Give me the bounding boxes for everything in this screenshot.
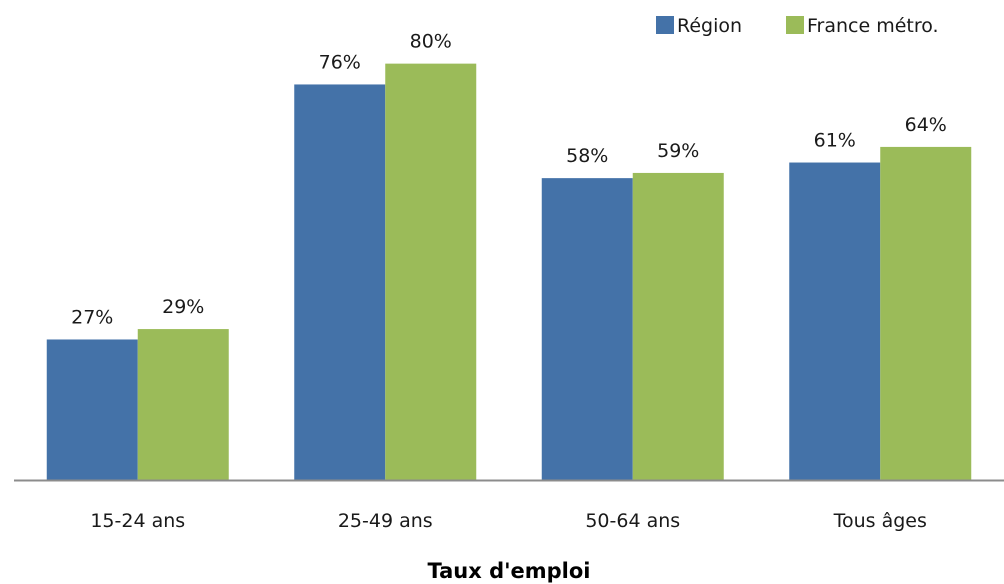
- legend-label-region: Région: [677, 15, 742, 37]
- data-labels-layer: 27% 29% 76% 80% 58% 59% 61% 64%: [71, 31, 947, 329]
- bar-france-0: [137, 329, 229, 480]
- data-label-region-1: 76%: [319, 51, 361, 73]
- x-tick-label-2: 50-64 ans: [585, 510, 680, 532]
- bar-region-2: [541, 178, 633, 481]
- bar-region-1: [294, 84, 386, 481]
- data-label-region-0: 27%: [71, 306, 113, 328]
- x-tick-label-0: 15-24 ans: [90, 510, 185, 532]
- data-label-france-1: 80%: [410, 31, 452, 53]
- data-label-france-2: 59%: [657, 140, 699, 162]
- bars-layer: [46, 63, 972, 481]
- bar-france-3: [880, 146, 972, 480]
- x-tick-label-1: 25-49 ans: [338, 510, 433, 532]
- x-tick-label-3: Tous âges: [833, 510, 927, 532]
- data-label-france-0: 29%: [162, 296, 204, 318]
- legend-swatch-region: [656, 16, 674, 34]
- legend-label-france: France métro.: [807, 15, 939, 37]
- data-label-region-3: 61%: [814, 130, 856, 152]
- legend-swatch-france: [786, 16, 804, 34]
- bar-france-2: [632, 172, 724, 480]
- x-axis-title: Taux d'emploi: [427, 559, 590, 583]
- data-label-france-3: 64%: [905, 114, 947, 136]
- legend: Région France métro.: [656, 15, 939, 37]
- x-tick-labels-layer: 15-24 ans 25-49 ans 50-64 ans Tous âges: [90, 510, 927, 532]
- bar-region-0: [46, 339, 138, 480]
- bar-region-3: [789, 162, 881, 481]
- data-label-region-2: 58%: [566, 145, 608, 167]
- bar-france-1: [385, 63, 477, 481]
